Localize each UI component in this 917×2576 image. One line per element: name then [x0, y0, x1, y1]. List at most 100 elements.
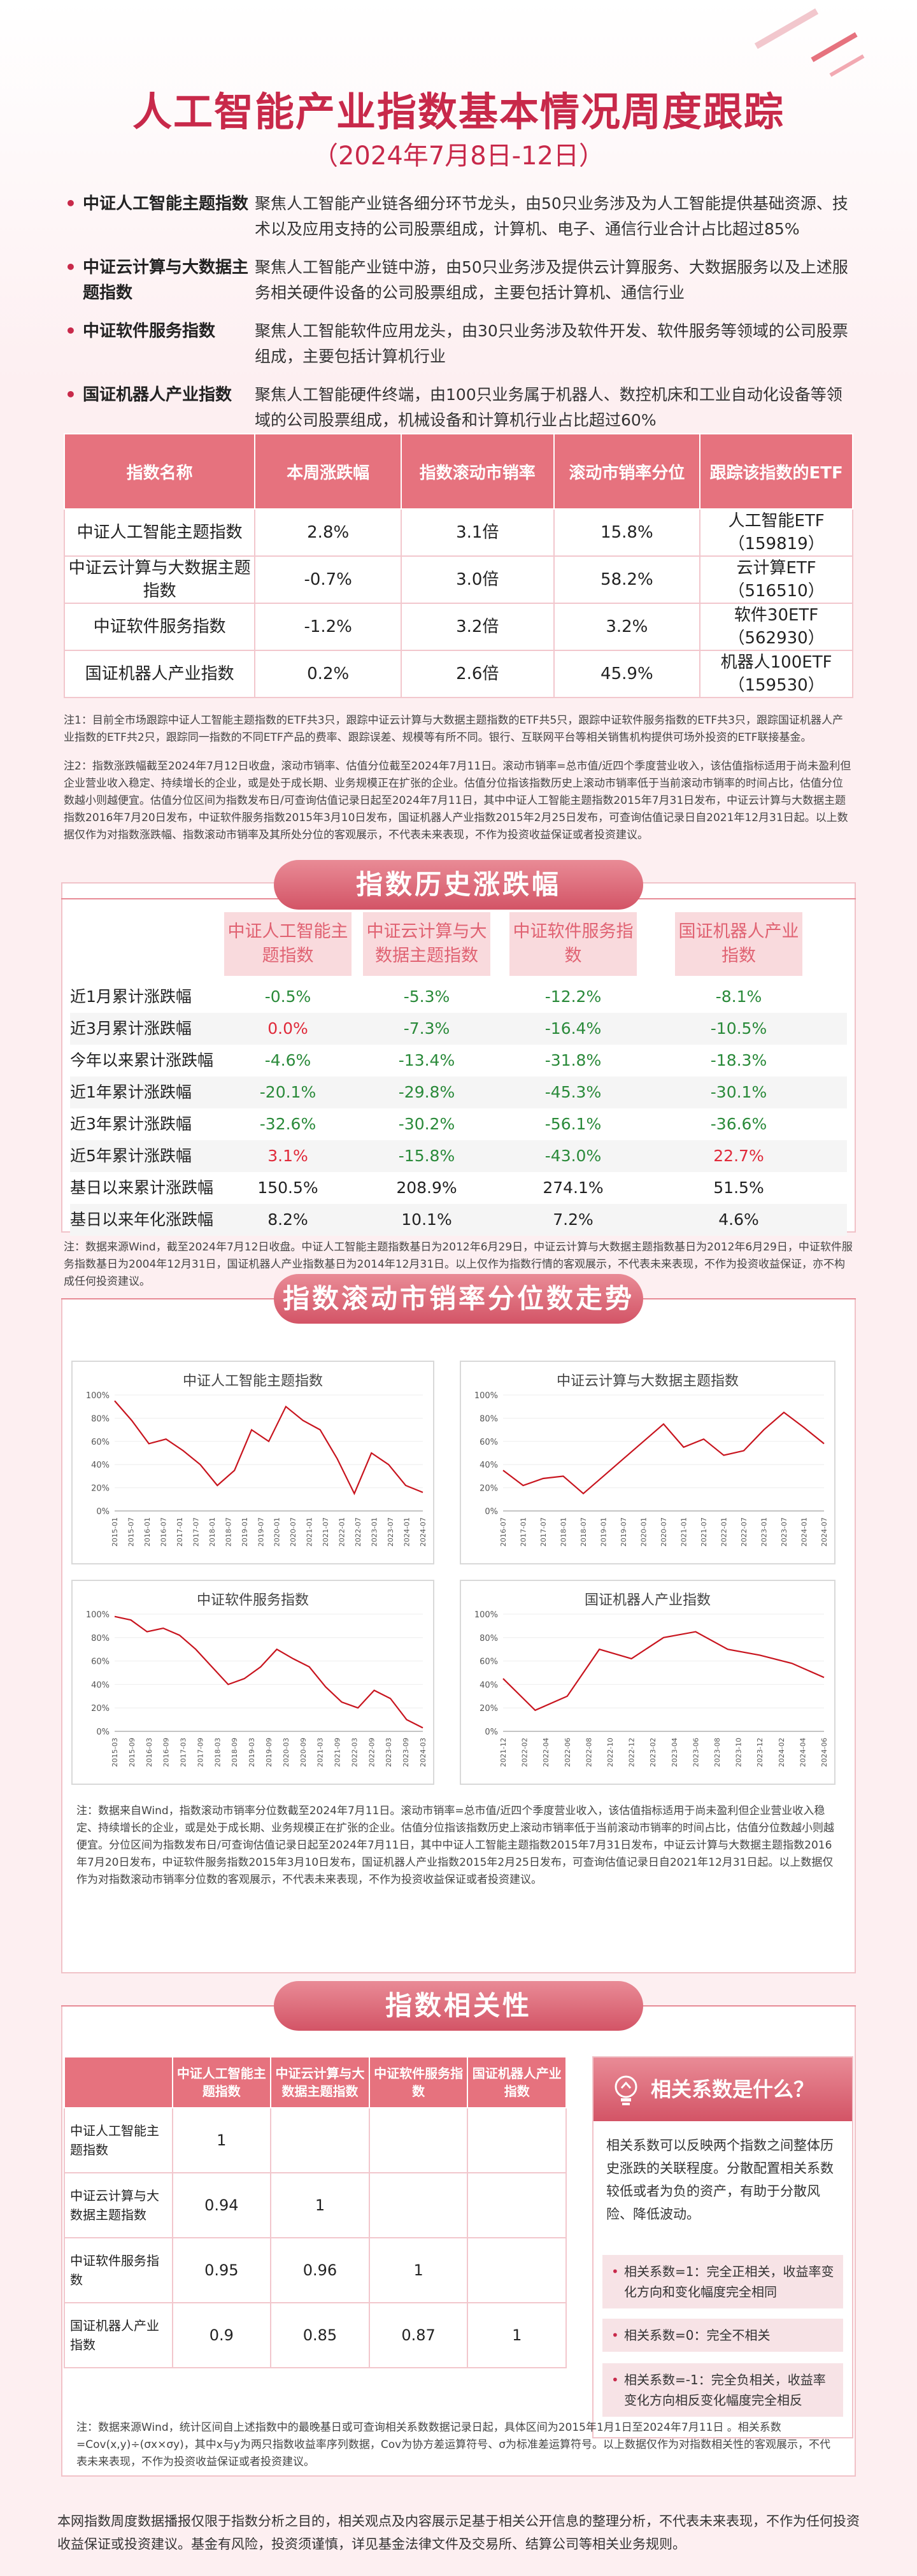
history-value: 274.1% — [543, 1178, 604, 1197]
x-tick-label: 2022-01 — [720, 1517, 729, 1547]
note-correlation: 注：数据来源Wind，统计区间自上述指数中的最晚基日或可查询相关系数数据记录日起… — [76, 2421, 831, 2468]
x-tick-label: 2024-04 — [799, 1738, 807, 1767]
x-tick-label: 2023-08 — [713, 1738, 722, 1767]
ps-ratio: 3.2倍 — [401, 603, 555, 651]
intro-list: 中证人工智能主题指数 聚焦人工智能产业链各细分环节龙头，由50只业务涉及为人工智… — [64, 191, 853, 446]
history-value: -29.8% — [398, 1083, 455, 1101]
x-tick-label: 2017-07 — [192, 1517, 200, 1547]
index-name: 中证云计算与大数据主题指数 — [63, 555, 256, 604]
history-row-label: 基日以来年化涨跌幅 — [70, 1210, 214, 1229]
y-tick-label: 60% — [480, 1657, 498, 1667]
x-tick-label: 2022-01 — [338, 1517, 346, 1547]
explainer-title-bar: 相关系数是什么？ — [594, 2057, 852, 2121]
x-tick-label: 2024-01 — [800, 1517, 809, 1547]
history-value: -30.2% — [398, 1115, 455, 1133]
x-tick-label: 2016-03 — [145, 1738, 153, 1767]
y-tick-label: 80% — [480, 1634, 498, 1643]
corr-value: 1 — [368, 2237, 469, 2303]
x-tick-label: 2021-12 — [499, 1738, 508, 1767]
etf-code: （562930） — [728, 629, 825, 648]
history-value: 4.6% — [718, 1210, 759, 1229]
y-tick-label: 100% — [474, 1610, 498, 1620]
ps-ratio: 2.6倍 — [401, 650, 555, 698]
intro-item: 国证机器人产业指数 聚焦人工智能硬件终端，由100只业务属于机器人、数控机床和工… — [64, 382, 853, 433]
x-tick-label: 2020-07 — [289, 1517, 297, 1547]
x-tick-label: 2015-09 — [128, 1738, 136, 1767]
page-title: 人工智能产业指数基本情况周度跟踪 — [132, 89, 785, 135]
x-tick-label: 2016-01 — [143, 1517, 152, 1547]
correlation-table: 中证人工智能主题指数 中证云计算与大数据主题指数 中证软件服务指数 国证机器人产… — [64, 2056, 567, 2368]
summary-table: 指数名称 本周涨跌幅 指数滚动市销率 滚动市销率分位 跟踪该指数的ETF 中证人… — [63, 433, 853, 698]
intro-item: 中证软件服务指数 聚焦人工智能软件应用龙头，由30只业务涉及软件开发、软件服务等… — [64, 318, 853, 369]
y-tick-label: 100% — [86, 1610, 110, 1620]
x-tick-label: 2020-01 — [273, 1517, 281, 1547]
ps-percentile: 3.2% — [553, 603, 701, 651]
index-name: 国证机器人产业指数 — [63, 650, 256, 698]
y-tick-label: 60% — [480, 1438, 498, 1447]
summary-header: 指数滚动市销率 — [401, 433, 555, 510]
history-value: 150.5% — [257, 1178, 318, 1197]
history-value: -12.2% — [544, 987, 602, 1006]
corr-value — [467, 2237, 567, 2303]
chart-software-svg: 100% 80% 60% 40% 20% 0%2015-03 2015-09 2016-03 2… — [86, 1610, 427, 1767]
x-tick-label: 2024-07 — [419, 1517, 427, 1547]
history-value: -13.4% — [398, 1051, 455, 1070]
explainer-title: 相关系数是什么？ — [651, 2077, 814, 2101]
intro-name: 中证云计算与大数据主题指数 — [64, 255, 255, 306]
y-tick-label: 80% — [480, 1414, 498, 1424]
x-tick-label: 2015-01 — [111, 1517, 119, 1547]
history-value: 0.0% — [267, 1019, 308, 1038]
x-tick-label: 2021-03 — [316, 1738, 325, 1767]
x-tick-label: 2022-04 — [542, 1738, 550, 1767]
history-value: 10.1% — [401, 1210, 452, 1229]
ps-percentile: 58.2% — [553, 555, 701, 604]
corr-row: 中证云计算与大数据主题指数 0.94 1 — [64, 2172, 567, 2238]
y-tick-label: 0% — [96, 1507, 110, 1517]
x-tick-label: 2018-01 — [560, 1517, 568, 1547]
corr-value: 1 — [467, 2302, 567, 2368]
chart-robot: 国证机器人产业指数 100% 80% 60% 40% 20% 0% 2021-12 2022-… — [460, 1580, 835, 1785]
note-valuation: 注2：指数涨跌幅截至2024年7月12日收盘，滚动市销率、估值分位截至2024年… — [64, 760, 851, 841]
corr-row-label: 国证机器人产业指数 — [64, 2302, 173, 2368]
history-value: -18.3% — [710, 1051, 767, 1070]
x-tick-label: 2024-02 — [778, 1738, 786, 1767]
corr-header-empty — [64, 2056, 173, 2108]
ps-percentile: 45.9% — [553, 650, 701, 698]
summary-header: 指数名称 — [63, 433, 256, 510]
corr-row-label: 中证软件服务指数 — [64, 2237, 173, 2303]
x-tick-label: 2022-10 — [606, 1738, 615, 1767]
history-value: -45.3% — [544, 1083, 602, 1101]
history-row: 近1年累计涨跌幅 -20.1% -29.8% -45.3% -30.1% — [70, 1077, 847, 1108]
x-tick-label: 2024-06 — [820, 1738, 828, 1767]
corr-value: 0.94 — [171, 2172, 272, 2238]
corr-value — [467, 2172, 567, 2238]
ps-ratio: 3.1倍 — [401, 508, 555, 557]
corr-row-label: 中证云计算与大数据主题指数 — [64, 2172, 173, 2238]
x-tick-label: 2019-09 — [265, 1738, 273, 1767]
history-value: -36.6% — [710, 1115, 767, 1133]
etf-code: （159819） — [728, 534, 825, 554]
x-tick-label: 2017-01 — [176, 1517, 184, 1547]
x-tick-label: 2021-01 — [306, 1517, 314, 1547]
chart-ai: 中证人工智能主题指数 100% 80% 60% 40% 20% 0% 2015-01 2015… — [71, 1361, 434, 1564]
weekly-change: -0.7% — [254, 555, 402, 604]
x-tick-label: 2017-07 — [539, 1517, 548, 1547]
y-tick-label: 0% — [96, 1728, 110, 1737]
corr-value: 0.95 — [171, 2237, 272, 2303]
x-tick-label: 2019-07 — [257, 1517, 265, 1547]
intro-item: 中证人工智能主题指数 聚焦人工智能产业链各细分环节龙头，由50只业务涉及为人工智… — [64, 191, 853, 242]
intro-item: 中证云计算与大数据主题指数 聚焦人工智能产业链中游，由50只业务涉及提供云计算服… — [64, 255, 853, 306]
history-value: -8.1% — [715, 987, 762, 1006]
x-tick-label: 2020-07 — [660, 1517, 668, 1547]
chart-title: 国证机器人产业指数 — [584, 1592, 711, 1608]
history-col-header: 中证人工智能主题指数 — [224, 912, 352, 976]
history-value: 22.7% — [713, 1147, 764, 1165]
corr-header: 中证人工智能主题指数 — [171, 2056, 272, 2108]
history-row-label: 近5年累计涨跌幅 — [70, 1147, 192, 1165]
x-tick-label: 2017-09 — [196, 1738, 204, 1767]
x-tick-label: 2024-01 — [403, 1517, 411, 1547]
chart-cloud: 中证云计算与大数据主题指数 100% 80% 60% 40% 20% 0% 2016-07 2… — [460, 1361, 835, 1564]
intro-name: 国证机器人产业指数 — [64, 382, 255, 433]
x-tick-label: 2022-07 — [354, 1517, 362, 1547]
